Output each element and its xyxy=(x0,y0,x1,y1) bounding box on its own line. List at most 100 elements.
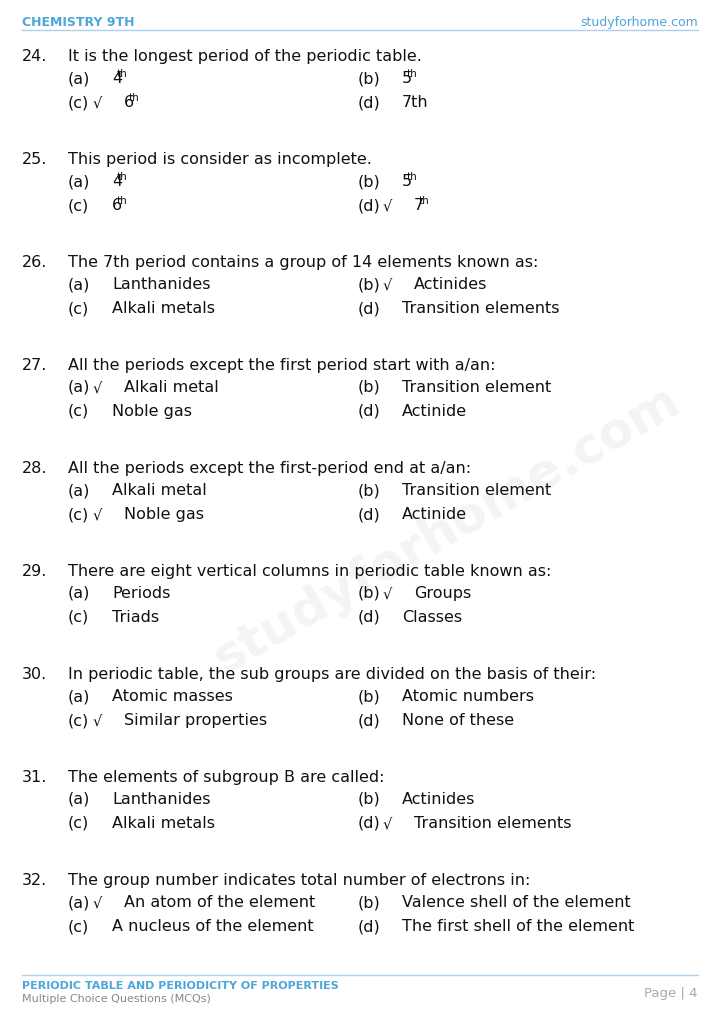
Text: √: √ xyxy=(93,380,102,395)
Text: Periods: Periods xyxy=(112,586,171,601)
Text: 25.: 25. xyxy=(22,152,48,167)
Text: th: th xyxy=(418,196,429,206)
Text: Lanthanides: Lanthanides xyxy=(112,277,210,292)
Text: Similar properties: Similar properties xyxy=(124,713,267,728)
Text: th: th xyxy=(128,93,139,103)
Text: An atom of the element: An atom of the element xyxy=(124,895,315,910)
Text: Alkali metal: Alkali metal xyxy=(112,483,207,498)
Text: (a): (a) xyxy=(68,792,91,807)
Text: Atomic numbers: Atomic numbers xyxy=(402,689,534,704)
Text: (a): (a) xyxy=(68,895,91,910)
Text: It is the longest period of the periodic table.: It is the longest period of the periodic… xyxy=(68,49,422,64)
Text: studyforhome.com: studyforhome.com xyxy=(205,376,688,683)
Text: (b): (b) xyxy=(358,71,381,86)
Text: Transition element: Transition element xyxy=(402,380,552,395)
Text: th: th xyxy=(116,196,127,206)
Text: (c): (c) xyxy=(68,713,89,728)
Text: √: √ xyxy=(93,507,102,522)
Text: 24.: 24. xyxy=(22,49,48,64)
Text: √: √ xyxy=(383,277,392,292)
Text: Valence shell of the element: Valence shell of the element xyxy=(402,895,631,910)
Text: This period is consider as incomplete.: This period is consider as incomplete. xyxy=(68,152,372,167)
Text: The group number indicates total number of electrons in:: The group number indicates total number … xyxy=(68,873,531,888)
Text: 26.: 26. xyxy=(22,254,48,270)
Text: Actinides: Actinides xyxy=(402,792,475,807)
Text: Noble gas: Noble gas xyxy=(124,507,204,522)
Text: A nucleus of the element: A nucleus of the element xyxy=(112,919,314,934)
Text: The 7th period contains a group of 14 elements known as:: The 7th period contains a group of 14 el… xyxy=(68,254,539,270)
Text: 29.: 29. xyxy=(22,564,48,579)
Text: (a): (a) xyxy=(68,380,91,395)
Text: All the periods except the first period start with a/an:: All the periods except the first period … xyxy=(68,358,495,373)
Text: (b): (b) xyxy=(358,380,381,395)
Text: (d): (d) xyxy=(358,301,381,316)
Text: Noble gas: Noble gas xyxy=(112,404,192,419)
Text: Page | 4: Page | 4 xyxy=(644,987,698,1000)
Text: Atomic masses: Atomic masses xyxy=(112,689,233,704)
Text: (c): (c) xyxy=(68,301,89,316)
Text: (b): (b) xyxy=(358,586,381,601)
Text: Multiple Choice Questions (MCQs): Multiple Choice Questions (MCQs) xyxy=(22,994,211,1004)
Text: (d): (d) xyxy=(358,713,381,728)
Text: (b): (b) xyxy=(358,895,381,910)
Text: (a): (a) xyxy=(68,174,91,189)
Text: √: √ xyxy=(93,95,102,110)
Text: 30.: 30. xyxy=(22,667,48,682)
Text: (b): (b) xyxy=(358,483,381,498)
Text: th: th xyxy=(116,172,127,182)
Text: All the periods except the first-period end at a/an:: All the periods except the first-period … xyxy=(68,461,471,476)
Text: √: √ xyxy=(383,197,392,213)
Text: Alkali metals: Alkali metals xyxy=(112,816,215,831)
Text: √: √ xyxy=(383,816,392,831)
Text: 4: 4 xyxy=(112,174,122,189)
Text: 4: 4 xyxy=(112,71,122,86)
Text: (c): (c) xyxy=(68,95,89,110)
Text: Groups: Groups xyxy=(414,586,472,601)
Text: (d): (d) xyxy=(358,95,381,110)
Text: 28.: 28. xyxy=(22,461,48,476)
Text: (d): (d) xyxy=(358,507,381,522)
Text: Transition element: Transition element xyxy=(402,483,552,498)
Text: 5: 5 xyxy=(402,174,412,189)
Text: (c): (c) xyxy=(68,919,89,934)
Text: (b): (b) xyxy=(358,174,381,189)
Text: (b): (b) xyxy=(358,689,381,704)
Text: (c): (c) xyxy=(68,404,89,419)
Text: 6: 6 xyxy=(124,95,134,110)
Text: 31.: 31. xyxy=(22,770,48,785)
Text: (a): (a) xyxy=(68,71,91,86)
Text: (c): (c) xyxy=(68,610,89,625)
Text: th: th xyxy=(406,69,417,79)
Text: In periodic table, the sub groups are divided on the basis of their:: In periodic table, the sub groups are di… xyxy=(68,667,596,682)
Text: (a): (a) xyxy=(68,277,91,292)
Text: √: √ xyxy=(383,586,392,601)
Text: 7: 7 xyxy=(414,197,424,213)
Text: 27.: 27. xyxy=(22,358,48,373)
Text: None of these: None of these xyxy=(402,713,514,728)
Text: PERIODIC TABLE AND PERIODICITY OF PROPERTIES: PERIODIC TABLE AND PERIODICITY OF PROPER… xyxy=(22,981,338,991)
Text: th: th xyxy=(406,172,417,182)
Text: Actinide: Actinide xyxy=(402,507,467,522)
Text: (b): (b) xyxy=(358,792,381,807)
Text: √: √ xyxy=(93,895,102,910)
Text: Transition elements: Transition elements xyxy=(414,816,572,831)
Text: (c): (c) xyxy=(68,507,89,522)
Text: 5: 5 xyxy=(402,71,412,86)
Text: (d): (d) xyxy=(358,197,381,213)
Text: Alkali metal: Alkali metal xyxy=(124,380,219,395)
Text: Alkali metals: Alkali metals xyxy=(112,301,215,316)
Text: (d): (d) xyxy=(358,404,381,419)
Text: (a): (a) xyxy=(68,586,91,601)
Text: (d): (d) xyxy=(358,919,381,934)
Text: 7th: 7th xyxy=(402,95,428,110)
Text: Lanthanides: Lanthanides xyxy=(112,792,210,807)
Text: (b): (b) xyxy=(358,277,381,292)
Text: (c): (c) xyxy=(68,816,89,831)
Text: Classes: Classes xyxy=(402,610,462,625)
Text: Actinides: Actinides xyxy=(414,277,487,292)
Text: (c): (c) xyxy=(68,197,89,213)
Text: (a): (a) xyxy=(68,483,91,498)
Text: studyforhome.com: studyforhome.com xyxy=(580,16,698,29)
Text: th: th xyxy=(116,69,127,79)
Text: 6: 6 xyxy=(112,197,122,213)
